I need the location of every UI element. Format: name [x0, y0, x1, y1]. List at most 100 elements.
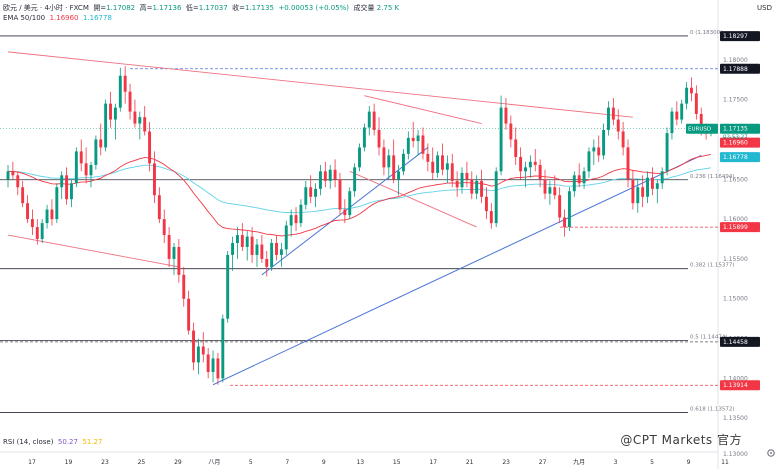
price-tag-label: 1.15899 — [723, 224, 748, 231]
candle-body — [587, 151, 591, 172]
candle-body — [387, 155, 391, 168]
candle-body — [597, 147, 601, 156]
candle-body — [265, 258, 269, 267]
ema50-value: 1.16960 — [49, 14, 79, 22]
fib-level-label: 0.5 (1.14474) — [690, 335, 728, 341]
y-tick-label: 1.13000 — [723, 451, 748, 458]
candle-body — [411, 137, 415, 142]
price-tag — [720, 63, 760, 74]
ema100-line — [7, 164, 712, 214]
candle-body — [74, 151, 78, 184]
candle-body — [70, 183, 73, 200]
fib-level-label: 0.618 (1.13572) — [690, 406, 735, 412]
x-tick-label: 17 — [28, 459, 36, 466]
candle-body — [148, 131, 152, 164]
rsi-legend[interactable]: RSI (14, close) 50.27 51.27 — [3, 438, 102, 446]
candle-body — [275, 242, 278, 255]
symbol-tag-label: EURUSD — [688, 127, 711, 133]
volume-label: 成交量 — [353, 4, 375, 12]
ema-legend[interactable]: EMA 50/100 1.16960 1.16778 — [3, 14, 112, 22]
candle-body — [504, 107, 508, 124]
candle-body — [123, 75, 127, 92]
channel-line-upper — [7, 51, 633, 118]
candle-body — [514, 139, 518, 157]
x-tick-label: 11 — [721, 459, 729, 466]
price-tag — [720, 137, 760, 148]
open-value: 1.17082 — [106, 4, 136, 12]
candle-body — [211, 358, 215, 372]
candle-body — [343, 209, 347, 216]
price-tag-label: 1.16778 — [723, 154, 748, 161]
wedge-line-lower — [349, 170, 477, 228]
candle-body — [636, 187, 640, 204]
candle-body — [289, 215, 293, 226]
candle-body — [553, 187, 557, 196]
open-label: 開= — [93, 4, 107, 12]
candle-body — [270, 242, 274, 267]
x-tick-label: 23 — [502, 459, 510, 466]
candle-body — [353, 167, 357, 192]
channel-line-lower — [7, 234, 179, 268]
candle-body — [143, 117, 147, 132]
candle-body — [602, 129, 606, 156]
candle-body — [221, 318, 225, 379]
candle-body — [187, 298, 191, 331]
candle-body — [528, 161, 532, 168]
candle-body — [655, 183, 659, 189]
x-tick-label: 5 — [650, 459, 654, 466]
candle-body — [333, 169, 337, 180]
change-value: +0.00053 (+0.05%) — [278, 4, 350, 12]
candle-body — [455, 180, 459, 188]
candle-body — [416, 135, 420, 142]
low-value: 1.17037 — [198, 4, 228, 12]
x-tick-label: 13 — [356, 459, 364, 466]
price-tag — [720, 31, 760, 42]
candle-body — [318, 171, 322, 189]
candle-body — [641, 187, 645, 197]
candle-body — [279, 249, 283, 255]
candle-body — [450, 163, 454, 181]
ema50-line — [7, 153, 712, 237]
candle-body — [489, 211, 493, 224]
low-label: 低= — [185, 4, 199, 12]
candle-body — [431, 161, 435, 173]
candle-body — [16, 175, 20, 188]
candle-body — [60, 175, 64, 188]
candle-body — [607, 107, 610, 130]
candle-body — [89, 164, 93, 176]
price-tag-label: 1.17135 — [723, 126, 748, 133]
y-tick-label: 1.18000 — [723, 57, 748, 64]
candle-body — [94, 139, 98, 165]
y-tick-label: 1.17500 — [723, 97, 748, 104]
candle-body — [426, 153, 430, 162]
trendline-blue-long — [212, 154, 702, 386]
candle-body — [6, 171, 10, 180]
candle-body — [309, 187, 313, 197]
price-tag-label: 1.16960 — [723, 140, 748, 147]
price-tag — [720, 222, 760, 233]
candle-body — [260, 244, 264, 259]
candle-body — [157, 195, 161, 220]
candle-body — [533, 161, 537, 165]
gear-icon[interactable] — [766, 448, 776, 458]
candle-body — [558, 195, 562, 218]
price-tag-label: 1.17888 — [723, 66, 748, 73]
candle-body — [372, 111, 376, 130]
candle-body — [45, 209, 49, 224]
candle-body — [445, 163, 449, 170]
x-tick-label: 7 — [285, 459, 289, 466]
x-tick-label: 27 — [539, 459, 547, 466]
x-tick-label: 八月 — [208, 459, 220, 466]
candle-body — [11, 171, 15, 176]
candle-body — [611, 107, 615, 120]
candle-body — [699, 113, 703, 130]
candle-body — [133, 111, 137, 124]
candle-body — [304, 187, 308, 205]
candle-body — [406, 137, 410, 154]
candle-body — [172, 246, 176, 259]
candle-body — [567, 191, 571, 228]
candle-body — [182, 274, 186, 299]
candle-body — [50, 209, 54, 220]
